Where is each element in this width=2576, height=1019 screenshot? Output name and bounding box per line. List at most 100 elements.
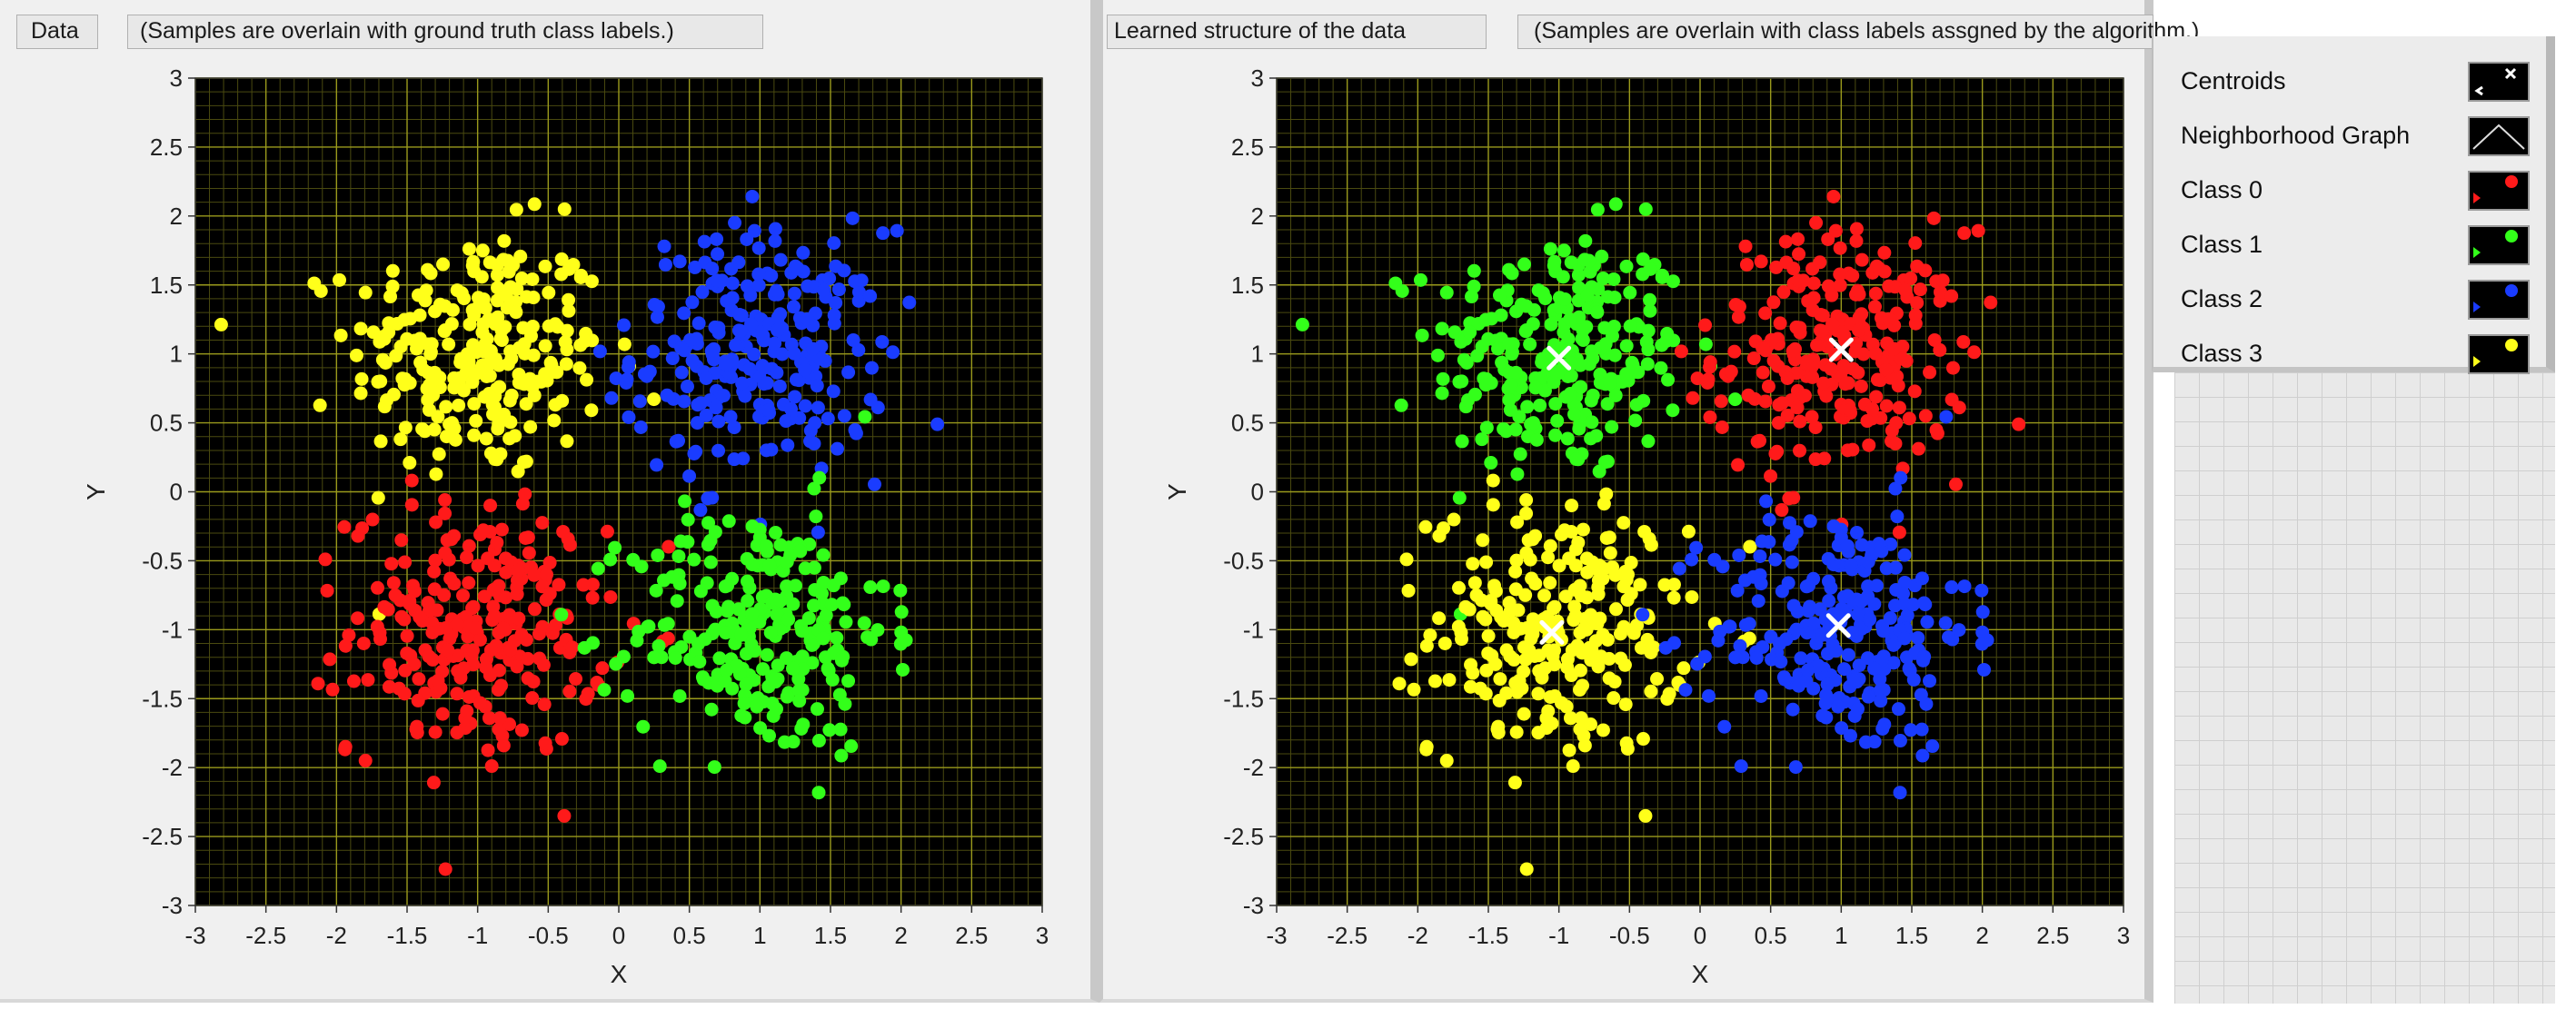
data-point <box>456 589 471 603</box>
data-point <box>1892 401 1906 415</box>
dot-icon <box>2468 280 2530 320</box>
data-point <box>794 721 809 736</box>
legend-item-class-2[interactable]: Class 2 <box>2153 271 2535 323</box>
data-point <box>1879 362 1894 377</box>
data-point <box>1552 559 1566 573</box>
data-point <box>687 552 701 567</box>
x-tick-label: 0 <box>612 922 625 949</box>
x-tick-label: 3 <box>2117 922 2130 949</box>
data-point <box>1818 696 1833 710</box>
legend-item-class-1[interactable]: Class 1 <box>2153 216 2535 269</box>
data-point <box>426 776 441 790</box>
data-point <box>1582 357 1596 371</box>
data-point <box>1872 261 1886 275</box>
data-point <box>1643 262 1657 276</box>
data-point <box>1910 295 1925 310</box>
data-point <box>719 357 733 371</box>
data-point <box>1596 723 1610 737</box>
legend-item-class-3[interactable]: Class 3 <box>2153 325 2535 378</box>
data-point <box>1908 236 1923 251</box>
data-point <box>830 630 844 645</box>
data-point <box>1897 548 1912 562</box>
data-point <box>1608 197 1623 212</box>
data-point <box>1509 553 1524 568</box>
legend-item-centroids[interactable]: Centroids <box>2153 53 2535 105</box>
data-point <box>1778 234 1793 249</box>
data-point <box>1517 707 1531 721</box>
data-point <box>510 659 524 674</box>
data-point <box>1888 481 1903 496</box>
data-point <box>1591 659 1606 674</box>
data-point <box>1519 862 1534 876</box>
data-point <box>548 398 562 412</box>
data-point <box>1435 386 1449 401</box>
data-point <box>807 436 821 450</box>
data-point <box>705 599 720 613</box>
data-point <box>483 499 498 513</box>
data-point <box>740 551 754 566</box>
data-point <box>437 324 452 339</box>
data-point <box>674 365 689 380</box>
data-point <box>1655 270 1669 284</box>
data-point <box>1755 341 1770 355</box>
legend-item-neighborhood-graph[interactable]: Neighborhood Graph <box>2153 107 2535 160</box>
data-point <box>214 317 228 331</box>
data-point <box>577 640 592 655</box>
data-point <box>793 544 808 559</box>
left-caption: (Samples are overlain with ground truth … <box>140 18 674 44</box>
data-point <box>821 661 835 676</box>
data-point <box>1819 710 1834 725</box>
y-tick-label: -1 <box>162 616 183 643</box>
data-point <box>1743 539 1757 554</box>
data-point <box>1395 283 1409 298</box>
data-point <box>1644 684 1658 698</box>
data-point <box>1633 578 1647 592</box>
data-point <box>1617 658 1632 672</box>
data-point <box>1519 299 1534 313</box>
data-point <box>1457 352 1471 367</box>
plot-frame <box>194 77 1043 906</box>
data-point <box>810 379 824 393</box>
data-point <box>1478 312 1493 327</box>
data-point <box>1580 565 1595 579</box>
data-point <box>1503 402 1517 417</box>
data-point <box>1870 372 1885 387</box>
legend-item-class-0[interactable]: Class 0 <box>2153 162 2535 214</box>
data-point <box>1573 722 1587 737</box>
data-point <box>720 663 734 678</box>
left-tab-title[interactable]: Data <box>31 18 79 44</box>
data-point <box>1394 398 1408 412</box>
data-point <box>1855 252 1869 267</box>
data-point <box>1698 318 1713 332</box>
data-point <box>1894 470 1908 485</box>
data-point <box>780 689 794 704</box>
data-point <box>1952 623 1966 638</box>
data-point <box>1723 619 1737 634</box>
data-point <box>1616 619 1631 634</box>
data-point <box>514 272 529 286</box>
data-point <box>1517 257 1532 272</box>
data-point <box>1491 341 1506 356</box>
right-tab-title[interactable]: Learned structure of the data <box>1114 18 1407 44</box>
data-point <box>1484 597 1498 611</box>
data-point <box>584 274 599 289</box>
data-point <box>764 269 779 283</box>
data-point <box>454 286 469 301</box>
data-point <box>469 413 483 428</box>
data-point <box>542 319 556 333</box>
data-point <box>692 655 707 669</box>
data-point <box>829 295 843 310</box>
data-point <box>846 332 860 347</box>
data-point <box>801 312 815 326</box>
data-point <box>1850 283 1865 298</box>
data-point <box>422 649 436 664</box>
data-point <box>450 618 464 632</box>
data-point <box>1923 674 1937 688</box>
data-point <box>693 503 708 518</box>
data-point <box>465 338 480 352</box>
data-point <box>1865 401 1880 416</box>
data-point <box>438 493 453 508</box>
data-point <box>1413 272 1427 287</box>
data-point <box>1866 661 1881 676</box>
